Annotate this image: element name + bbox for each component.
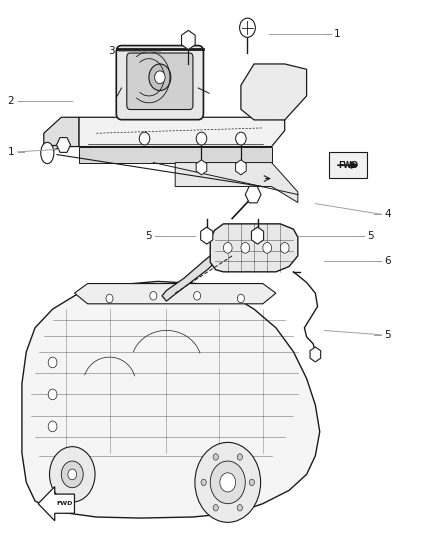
Polygon shape xyxy=(236,160,246,175)
Text: 3: 3 xyxy=(108,46,115,55)
Circle shape xyxy=(280,243,289,253)
Circle shape xyxy=(240,18,255,37)
Polygon shape xyxy=(196,160,207,175)
Circle shape xyxy=(149,64,171,91)
Circle shape xyxy=(241,243,250,253)
Circle shape xyxy=(223,243,232,253)
Circle shape xyxy=(106,294,113,303)
Polygon shape xyxy=(162,256,215,301)
Circle shape xyxy=(48,421,57,432)
Text: FWD: FWD xyxy=(57,501,73,506)
Polygon shape xyxy=(181,30,195,50)
Polygon shape xyxy=(79,147,272,163)
Circle shape xyxy=(195,442,261,522)
Polygon shape xyxy=(175,163,298,203)
Circle shape xyxy=(150,292,157,300)
Text: 1: 1 xyxy=(334,29,341,39)
Text: 5: 5 xyxy=(145,231,152,240)
Text: 5: 5 xyxy=(367,231,374,240)
Polygon shape xyxy=(74,284,276,304)
Text: 5: 5 xyxy=(385,330,391,340)
Polygon shape xyxy=(210,224,298,272)
Polygon shape xyxy=(57,138,71,152)
Circle shape xyxy=(249,479,254,486)
Circle shape xyxy=(263,243,272,253)
Circle shape xyxy=(236,132,246,145)
Circle shape xyxy=(194,292,201,300)
Polygon shape xyxy=(251,227,264,244)
Circle shape xyxy=(201,479,206,486)
Circle shape xyxy=(220,473,236,492)
FancyBboxPatch shape xyxy=(127,53,193,110)
Text: 6: 6 xyxy=(385,256,391,266)
Polygon shape xyxy=(38,487,74,521)
Text: 1: 1 xyxy=(7,147,14,157)
FancyBboxPatch shape xyxy=(329,152,367,178)
Circle shape xyxy=(213,505,219,511)
Polygon shape xyxy=(79,117,285,147)
Text: 2: 2 xyxy=(7,96,14,106)
Polygon shape xyxy=(241,64,307,120)
Ellipse shape xyxy=(41,142,54,164)
Polygon shape xyxy=(22,281,320,518)
Circle shape xyxy=(49,447,95,502)
Circle shape xyxy=(237,505,243,511)
Circle shape xyxy=(61,461,83,488)
Polygon shape xyxy=(44,117,79,155)
Circle shape xyxy=(237,294,244,303)
Text: FWD: FWD xyxy=(338,161,358,169)
Circle shape xyxy=(210,461,245,504)
Circle shape xyxy=(48,357,57,368)
Circle shape xyxy=(237,454,243,460)
Circle shape xyxy=(155,71,165,84)
Circle shape xyxy=(139,132,150,145)
Polygon shape xyxy=(310,347,321,362)
Circle shape xyxy=(213,454,219,460)
FancyBboxPatch shape xyxy=(116,46,203,120)
Circle shape xyxy=(48,389,57,400)
Circle shape xyxy=(196,132,207,145)
Polygon shape xyxy=(245,186,261,203)
Circle shape xyxy=(68,469,77,480)
Text: 4: 4 xyxy=(385,209,391,219)
Polygon shape xyxy=(201,227,213,244)
